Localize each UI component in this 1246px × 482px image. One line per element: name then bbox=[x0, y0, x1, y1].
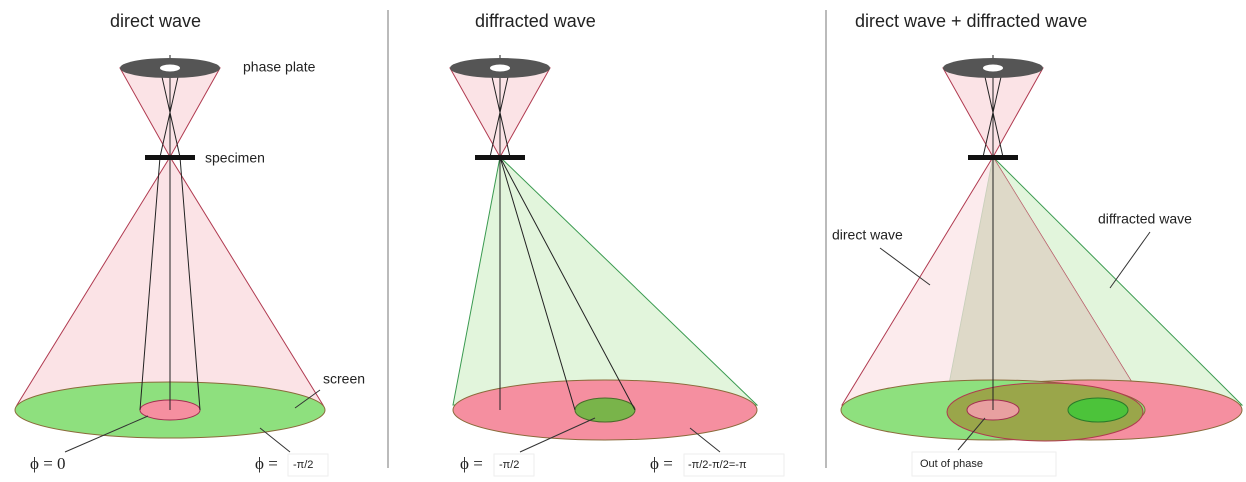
lower-cone bbox=[452, 155, 759, 406]
phase-label: ϕ = bbox=[460, 454, 483, 473]
phase-label: ϕ = bbox=[650, 454, 673, 473]
plate-hole bbox=[983, 64, 1003, 72]
diffracted-spot bbox=[574, 397, 636, 423]
leader bbox=[689, 427, 721, 453]
panel-direct: direct wave phase plate specimen screen … bbox=[14, 11, 365, 477]
phase-value: -π/2 bbox=[499, 459, 519, 471]
label: screen bbox=[323, 371, 365, 387]
phase-value: -π/2-π/2=-π bbox=[688, 459, 747, 471]
leader bbox=[1109, 231, 1151, 289]
diffracted-spot bbox=[1067, 397, 1129, 423]
leader bbox=[957, 417, 986, 451]
specimen bbox=[968, 155, 1018, 160]
leader bbox=[64, 415, 149, 453]
panel-title: direct wave bbox=[110, 11, 201, 31]
leader bbox=[519, 417, 596, 453]
label-box bbox=[493, 453, 535, 477]
leader bbox=[259, 427, 291, 453]
label: phase plate bbox=[243, 59, 316, 75]
label: specimen bbox=[205, 150, 265, 166]
panel-diffracted: diffracted wave ϕ = -π/2 ϕ = -π/2-π/2=-π bbox=[449, 11, 785, 477]
label: Out of phase bbox=[920, 458, 983, 470]
label: direct wave bbox=[832, 227, 903, 243]
leader bbox=[879, 247, 931, 286]
plate-hole bbox=[490, 64, 510, 72]
rays bbox=[489, 55, 636, 411]
plate-hole bbox=[160, 64, 180, 72]
leader bbox=[294, 389, 321, 409]
specimen bbox=[475, 155, 525, 160]
label-box bbox=[683, 453, 785, 477]
label-box bbox=[287, 453, 329, 477]
panel-title: direct wave + diffracted wave bbox=[855, 11, 1087, 31]
panel-title: diffracted wave bbox=[475, 11, 596, 31]
specimen bbox=[145, 155, 195, 160]
phase-label: ϕ = bbox=[255, 454, 278, 473]
label: diffracted wave bbox=[1098, 211, 1192, 227]
overlap-screen bbox=[946, 382, 1144, 442]
overlap-cone bbox=[945, 157, 1146, 405]
rays bbox=[982, 55, 1004, 410]
phase-label: ϕ = 0 bbox=[30, 454, 66, 473]
panel-combined: direct wave + diffracted wave direct wav… bbox=[832, 11, 1244, 477]
phase-value: -π/2 bbox=[293, 459, 313, 471]
label-box bbox=[911, 451, 1057, 477]
